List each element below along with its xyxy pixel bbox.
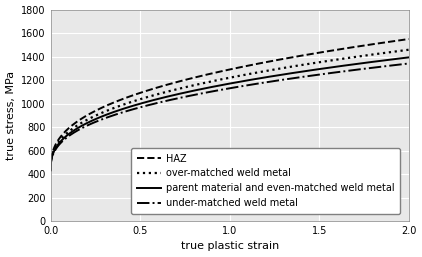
parent material and even-matched weld metal xyxy=(396,57,401,60)
under-matched weld metal xyxy=(330,71,335,74)
HAZ xyxy=(222,69,227,72)
Y-axis label: true stress, MPa: true stress, MPa xyxy=(5,71,16,160)
parent material and even-matched weld metal xyxy=(48,169,53,172)
over-matched weld metal xyxy=(222,77,227,80)
X-axis label: true plastic strain: true plastic strain xyxy=(181,241,279,251)
HAZ xyxy=(330,49,335,52)
HAZ xyxy=(396,39,401,42)
over-matched weld metal xyxy=(66,130,71,133)
parent material and even-matched weld metal xyxy=(330,66,335,69)
under-matched weld metal xyxy=(396,63,401,66)
over-matched weld metal xyxy=(213,79,218,82)
HAZ xyxy=(406,38,411,41)
Line: HAZ: HAZ xyxy=(51,39,409,170)
parent material and even-matched weld metal xyxy=(406,56,411,59)
parent material and even-matched weld metal xyxy=(396,57,401,60)
HAZ xyxy=(48,169,53,172)
under-matched weld metal xyxy=(48,169,53,172)
Legend: HAZ, over-matched weld metal, parent material and even-matched weld metal, under: HAZ, over-matched weld metal, parent mat… xyxy=(131,148,400,214)
over-matched weld metal xyxy=(406,48,411,51)
under-matched weld metal xyxy=(406,62,411,65)
Line: under-matched weld metal: under-matched weld metal xyxy=(51,63,409,170)
over-matched weld metal xyxy=(48,169,53,172)
Line: parent material and even-matched weld metal: parent material and even-matched weld me… xyxy=(51,57,409,170)
under-matched weld metal xyxy=(66,134,71,137)
HAZ xyxy=(66,126,71,130)
parent material and even-matched weld metal xyxy=(213,85,218,88)
parent material and even-matched weld metal xyxy=(222,83,227,86)
under-matched weld metal xyxy=(222,88,227,91)
over-matched weld metal xyxy=(330,59,335,62)
parent material and even-matched weld metal xyxy=(66,132,71,135)
HAZ xyxy=(396,39,401,42)
over-matched weld metal xyxy=(396,50,401,53)
under-matched weld metal xyxy=(396,63,401,66)
HAZ xyxy=(213,71,218,74)
under-matched weld metal xyxy=(213,89,218,93)
Line: over-matched weld metal: over-matched weld metal xyxy=(51,50,409,170)
over-matched weld metal xyxy=(396,50,401,53)
